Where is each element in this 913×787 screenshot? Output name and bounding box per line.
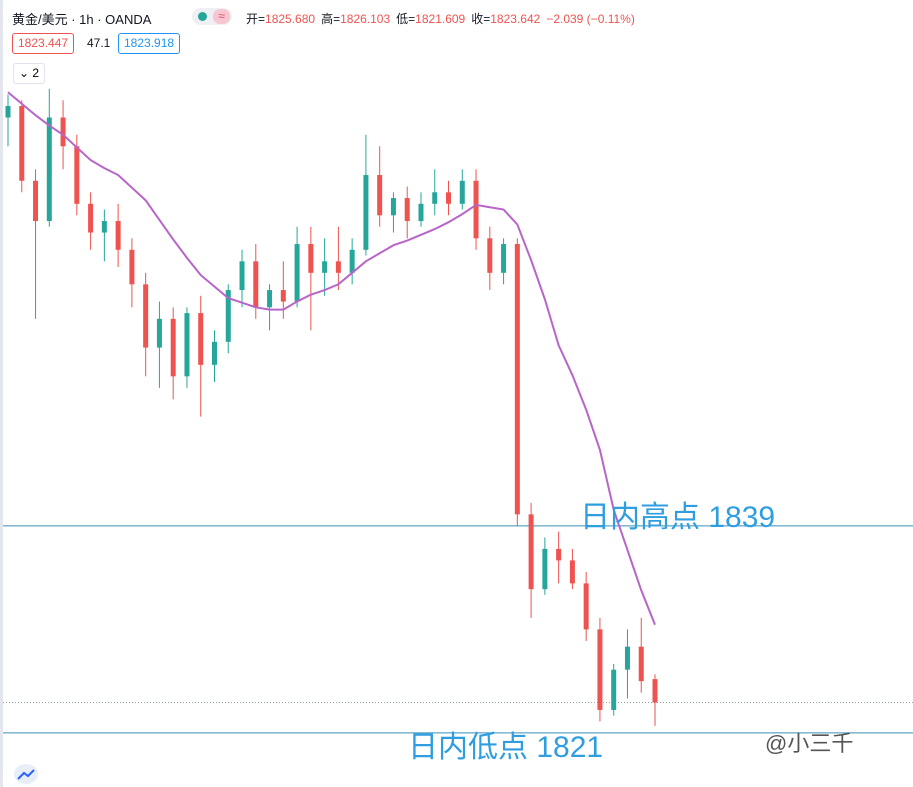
candle-body: [404, 198, 410, 222]
market-open-icon: [198, 12, 207, 21]
ohlc-readout: 开=1825.680 高=1826.103 低=1821.609 收=1823.642…: [246, 10, 635, 27]
candle-body: [418, 203, 424, 222]
watermark: @小三千: [765, 731, 854, 756]
price-line-label: 日内高点 1839: [580, 501, 775, 534]
price-line-label: 日内低点 1821: [408, 731, 603, 764]
candle-body: [528, 514, 534, 590]
indicator-toggle[interactable]: ⌄ 2: [13, 63, 45, 84]
candle-body: [652, 679, 658, 703]
candle-body: [253, 261, 259, 308]
candle-body: [46, 117, 52, 222]
symbol[interactable]: 黄金/美元 · 1h · OANDA: [12, 12, 152, 27]
candle-body: [624, 646, 630, 670]
candle-body: [101, 221, 107, 233]
candle-body: [583, 583, 589, 630]
candle-body: [335, 261, 341, 273]
candle-body: [514, 244, 520, 515]
candle-body: [390, 198, 396, 216]
candle-body: [33, 180, 39, 222]
candle-body: [225, 290, 231, 342]
candle-body: [501, 244, 507, 273]
candle-body: [446, 192, 452, 204]
candle-body: [170, 318, 176, 377]
moving-average: [7, 91, 656, 626]
candle-body: [280, 290, 286, 302]
ohlc-value: 1823.642: [490, 12, 541, 26]
candle-body: [267, 290, 273, 308]
ohlc-value: 1821.609: [415, 12, 466, 26]
candle-body: [542, 548, 548, 590]
left-edge: [0, 0, 3, 787]
candle-body: [556, 548, 562, 561]
chevron-icon: ⌄: [18, 66, 33, 80]
indicator-count: 2: [32, 66, 40, 80]
ohlc-label: 高=: [321, 12, 341, 26]
candle-body: [473, 180, 479, 239]
candle-body: [143, 284, 149, 348]
candle-body: [198, 313, 204, 365]
candle-body: [88, 203, 94, 233]
bid-price[interactable]: 1823.447: [12, 33, 75, 54]
candle-body: [239, 261, 245, 291]
candle-body: [60, 117, 66, 147]
logo-icon: [17, 769, 35, 780]
candle-body: [184, 313, 190, 377]
tradingview-logo[interactable]: [14, 764, 38, 784]
candle-body: [377, 175, 383, 216]
delay-icon: ≈: [213, 9, 230, 24]
status-pill[interactable]: ≈: [192, 8, 232, 25]
ask-price[interactable]: 1823.918: [118, 33, 181, 54]
candle-body: [638, 646, 644, 682]
ohlc-label: 收=: [471, 12, 491, 26]
price-change: −2.039 (−0.11%): [546, 12, 635, 26]
candle-body: [597, 629, 603, 710]
candle-body: [611, 669, 617, 710]
candle-body: [211, 341, 217, 365]
ohlc-label: 开=: [246, 12, 266, 26]
candle-body: [19, 106, 25, 181]
candle-body: [129, 249, 135, 285]
candle-body: [363, 175, 369, 250]
candle-body: [156, 318, 162, 348]
candle-body: [349, 249, 355, 273]
candle-body: [569, 560, 575, 584]
candle-body: [322, 261, 328, 273]
candle-body: [459, 180, 465, 204]
candle-body: [115, 221, 121, 250]
candle-body: [432, 192, 438, 204]
candle-body: [487, 238, 493, 273]
ohlc-label: 低=: [396, 12, 416, 26]
candle-body: [294, 244, 300, 302]
ohlc-value: 1825.680: [265, 12, 316, 26]
candle-body: [74, 146, 80, 204]
ohlc-value: 1826.103: [340, 12, 391, 26]
candle-body: [308, 244, 314, 273]
spread: 47.1: [87, 36, 111, 50]
candle-body: [5, 106, 11, 118]
